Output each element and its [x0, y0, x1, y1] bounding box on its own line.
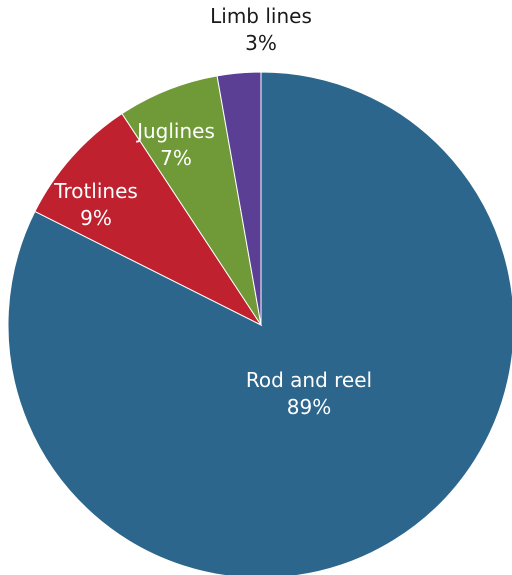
slice-label-juglines: Juglines	[135, 119, 215, 143]
pie-slice-limb-lines	[216, 71, 262, 326]
pie-labels: Rod and reel 89% Trotlines 9% Juglines 7% Limb…	[53, 4, 372, 419]
slice-value-trotlines: 9%	[80, 206, 112, 230]
slice-value-rod-and-reel: 89%	[287, 395, 331, 419]
slice-label-limb-lines: Limb lines	[210, 4, 312, 28]
slice-label-rod-and-reel: Rod and reel	[246, 368, 372, 392]
pie-slice-rod-and-reel	[7, 71, 512, 575]
pie-slice-trotlines	[34, 112, 263, 327]
pie-slices	[7, 71, 512, 575]
slice-label-trotlines: Trotlines	[53, 179, 138, 203]
slice-value-juglines: 7%	[160, 146, 192, 170]
slice-value-limb-lines: 3%	[245, 31, 277, 55]
